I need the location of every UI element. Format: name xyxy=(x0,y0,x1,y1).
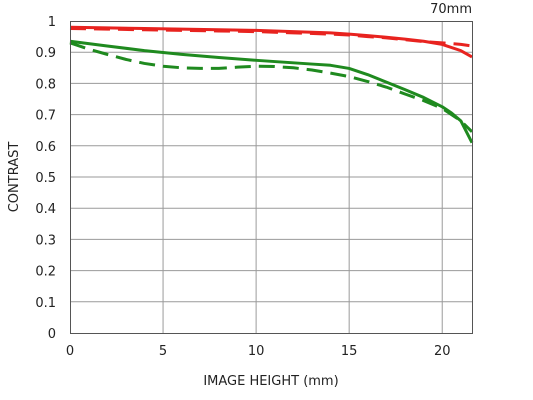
x-tick-label: 0 xyxy=(66,344,74,359)
y-tick-labels: 0 0.1 0.2 0.3 0.4 0.5 0.6 0.7 0.8 0.9 1 xyxy=(35,15,56,342)
y-tick-label: 0.7 xyxy=(35,109,56,124)
x-tick-label: 20 xyxy=(434,344,451,359)
x-tick-label: 15 xyxy=(341,344,358,359)
y-tick-label: 0.3 xyxy=(35,233,56,248)
y-tick-label: 0.2 xyxy=(35,265,56,280)
y-tick-label: 0.8 xyxy=(35,77,56,92)
y-tick-label: 0.4 xyxy=(35,202,56,217)
y-tick-label: 0.9 xyxy=(35,46,56,61)
y-axis-title: CONTRAST xyxy=(7,142,22,213)
grid xyxy=(70,21,472,333)
chart-title: 70mm xyxy=(430,2,472,17)
x-tick-labels: 0 5 10 15 20 xyxy=(66,344,451,359)
x-tick-label: 10 xyxy=(248,344,265,359)
y-tick-label: 0.6 xyxy=(35,140,56,155)
series-line-3 xyxy=(69,41,474,133)
series-group xyxy=(69,25,474,144)
y-tick-label: 1 xyxy=(48,15,56,30)
series-line-1 xyxy=(69,26,473,48)
x-axis-title: IMAGE HEIGHT (mm) xyxy=(203,374,338,389)
y-tick-label: 0.1 xyxy=(35,296,56,311)
y-tick-label: 0.5 xyxy=(35,171,56,186)
plot-frame xyxy=(70,21,473,334)
y-tick-label: 0 xyxy=(48,327,56,342)
series-line-2 xyxy=(69,39,474,144)
x-tick-label: 5 xyxy=(159,344,167,359)
